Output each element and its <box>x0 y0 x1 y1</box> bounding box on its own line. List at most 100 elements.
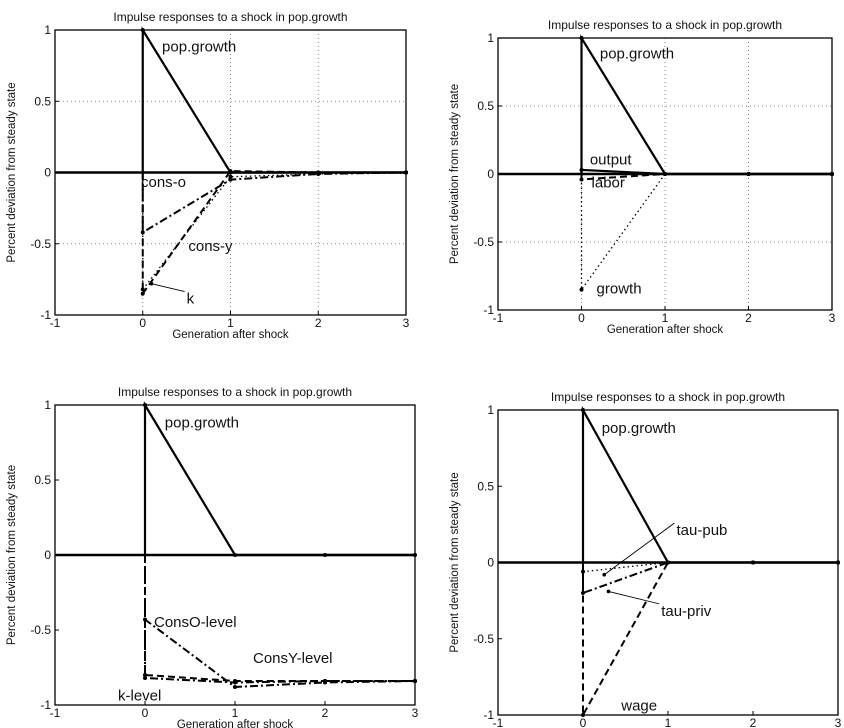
x-tick-label: -1 <box>50 316 61 330</box>
y-axis-label: Percent deviation from steady state <box>449 472 461 652</box>
y-tick-label: 0.5 <box>34 94 51 108</box>
y-tick-label: 0.5 <box>477 99 494 113</box>
y-tick-label: 0.5 <box>34 473 51 487</box>
x-tick-label: 3 <box>412 706 419 720</box>
series-annotation: k-level <box>118 688 161 705</box>
series-annotation: pop.growth <box>602 420 676 437</box>
x-axis-label: Generation after shock <box>607 324 724 336</box>
chart-title: Impulse responses to a shock in pop.grow… <box>548 18 782 32</box>
y-tick-label: 0 <box>44 548 51 562</box>
series-annotation: tau-priv <box>661 603 712 620</box>
x-tick-label: 3 <box>835 716 842 728</box>
x-axis-label: Generation after shock <box>177 719 294 728</box>
data-point <box>579 287 584 292</box>
data-point <box>143 676 147 680</box>
series-line-tau-pub <box>582 561 838 573</box>
data-point <box>316 170 321 175</box>
data-point <box>663 172 667 176</box>
series-line-tau-priv <box>582 561 838 595</box>
y-tick-label: 0 <box>44 166 51 180</box>
x-tick-label: 2 <box>315 316 322 330</box>
series-line-growth <box>580 173 832 292</box>
y-tick-label: -1 <box>40 698 51 712</box>
x-tick-label: 1 <box>665 716 672 728</box>
chart-panel-4: -1 0 1 2 3 -1 -0.5 0 0.5 1 Impulse responses to a … <box>449 390 842 728</box>
annotation-arrow <box>603 522 675 576</box>
series-annotation: cons-o <box>141 174 186 191</box>
x-tick-label: 0 <box>578 311 585 325</box>
y-tick-label: 1 <box>44 23 51 37</box>
data-point <box>581 591 585 595</box>
data-point <box>751 560 755 565</box>
y-tick-label: -0.5 <box>30 237 51 251</box>
x-tick-label: 2 <box>750 716 757 728</box>
series-annotation: growth <box>597 281 642 298</box>
data-point <box>140 28 145 32</box>
x-tick-label: -1 <box>50 706 61 720</box>
chart-title: Impulse responses to a shock in pop.grow… <box>113 10 347 24</box>
series-annotation: ConsO-level <box>154 614 237 631</box>
series-annotation: k <box>187 291 195 308</box>
series-annotation: pop.growth <box>165 415 239 432</box>
y-tick-label: 0 <box>487 556 494 570</box>
data-point <box>830 172 834 176</box>
series-annotation: output <box>590 151 633 168</box>
data-point <box>233 553 237 557</box>
x-tick-label: -1 <box>493 311 504 325</box>
x-tick-label: 1 <box>232 706 239 720</box>
data-point <box>413 553 417 557</box>
x-tick-label: 1 <box>662 311 669 325</box>
series-line-wage <box>582 561 838 719</box>
y-tick-label: -0.5 <box>30 623 51 637</box>
y-tick-label: 1 <box>44 398 51 412</box>
series-annotation: wage <box>620 697 657 714</box>
x-tick-label: 2 <box>745 311 752 325</box>
chart-panel-3: -1 0 1 2 3 -1 -0.5 0 0.5 1 Impulse responses to a … <box>6 385 419 728</box>
chart-title: Impulse responses to a shock in pop.grow… <box>551 390 785 404</box>
y-tick-label: 1 <box>487 403 494 417</box>
data-point <box>746 172 751 176</box>
data-point <box>228 174 233 179</box>
series-annotation: ConsY-level <box>253 650 333 667</box>
chart-panel-2: -1 0 1 2 3 -1 -0.5 0 0.5 1 Impulse responses to a … <box>449 18 836 336</box>
y-tick-label: 0 <box>487 167 494 181</box>
data-point <box>581 408 585 412</box>
data-point <box>140 291 145 296</box>
data-point <box>579 36 584 40</box>
data-point <box>413 679 417 683</box>
data-point <box>233 685 237 689</box>
series-annotation: labor <box>592 175 625 192</box>
data-point <box>666 560 670 565</box>
series-annotation: cons-y <box>188 238 233 255</box>
data-point <box>836 560 840 565</box>
x-tick-label: 0 <box>139 316 146 330</box>
y-tick-label: -1 <box>40 308 51 322</box>
y-axis-label: Percent deviation from steady state <box>6 82 18 262</box>
x-tick-label: 3 <box>403 316 410 330</box>
annotation-arrow <box>151 283 185 293</box>
chart-panel-1: -1 0 1 2 3 -1 -0.5 0 0.5 1 Impulse responses to a … <box>6 10 410 341</box>
data-point <box>323 553 327 557</box>
data-point <box>143 403 147 407</box>
y-axis-label: Percent deviation from steady state <box>449 84 461 264</box>
series-annotation: tau-pub <box>677 522 728 539</box>
x-tick-label: 2 <box>322 706 329 720</box>
series-line-k <box>141 170 406 297</box>
x-tick-label: 3 <box>829 311 836 325</box>
data-point <box>233 680 237 685</box>
annotation-arrow-head <box>606 589 611 594</box>
y-tick-label: 1 <box>487 31 494 45</box>
annotation-arrow-head <box>602 572 607 577</box>
data-point <box>579 167 584 172</box>
data-point <box>581 569 585 574</box>
x-tick-label: -1 <box>493 716 504 728</box>
y-tick-label: -0.5 <box>473 632 494 646</box>
y-tick-label: -1 <box>483 303 494 317</box>
y-axis-label: Percent deviation from steady state <box>6 465 18 645</box>
series-annotation: pop.growth <box>600 45 674 62</box>
data-point <box>581 713 585 717</box>
x-tick-label: 1 <box>227 316 234 330</box>
chart-title: Impulse responses to a shock in pop.grow… <box>118 385 352 399</box>
data-point <box>228 169 233 174</box>
